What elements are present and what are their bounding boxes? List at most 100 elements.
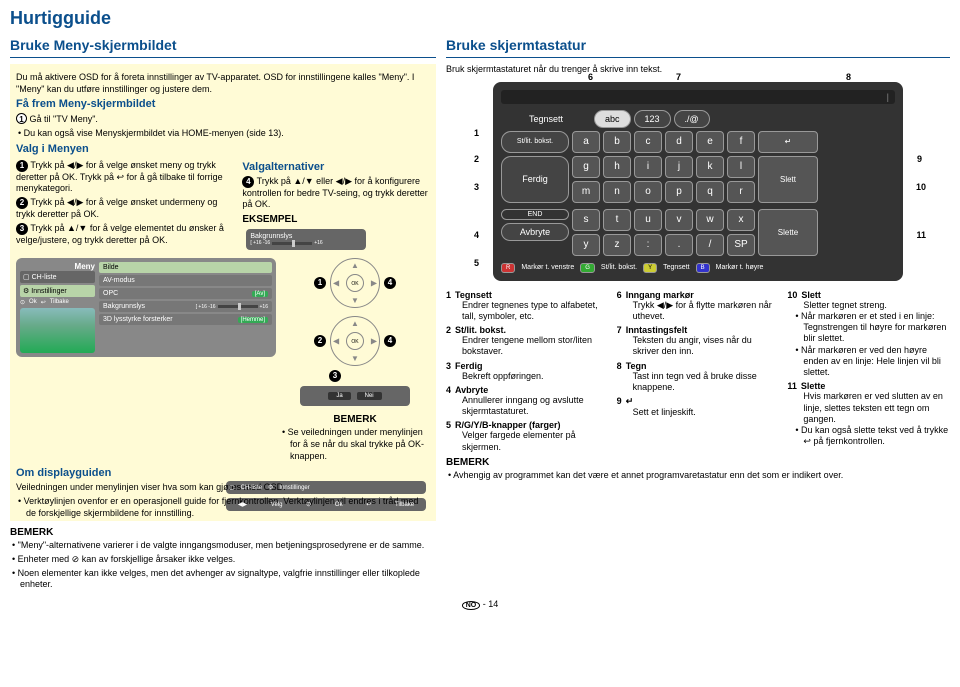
opc: OPC[Av] xyxy=(99,288,272,299)
tv-sidebar: Meny ▢CH-liste ⚙Innstillinger ⊙Ok ↩Tilba… xyxy=(20,262,95,353)
anno-4: 4 xyxy=(474,230,479,240)
foot-b3: • Noen elementer kan ikke velges, men de… xyxy=(20,568,436,591)
key-sp[interactable]: SP xyxy=(727,234,755,256)
key-p[interactable]: p xyxy=(665,181,693,203)
key-m[interactable]: m xyxy=(572,181,600,203)
nei-btn[interactable]: Nei xyxy=(357,392,382,400)
key-l[interactable]: l xyxy=(727,156,755,178)
key-f[interactable]: f xyxy=(727,131,755,153)
kb-avbryte[interactable]: Avbryte xyxy=(501,223,569,241)
kb-ferdig[interactable]: Ferdig xyxy=(501,156,569,203)
valg-1: 1 Trykk på ◀/▶ for å velge ønsket meny o… xyxy=(16,160,236,195)
key-g[interactable]: g xyxy=(572,156,600,178)
key-y[interactable]: y xyxy=(572,234,600,256)
bemerk-right-title: BEMERK xyxy=(446,457,950,468)
legend-y: Y xyxy=(643,263,657,273)
keyboard-area: 6 7 8 1 2 3 4 5 9 10 11 | Tegnsett abc 1… xyxy=(446,82,950,281)
legend-b: B xyxy=(696,263,710,273)
anno-8: 8 xyxy=(846,72,851,82)
3d: 3D lysstyrke forsterker[Hemme] xyxy=(99,314,272,325)
page-footer: NO - 14 xyxy=(0,599,960,610)
key-u[interactable]: u xyxy=(634,209,662,231)
anno-6: 6 xyxy=(588,72,593,82)
key-dot[interactable]: . xyxy=(665,234,693,256)
key-e[interactable]: e xyxy=(696,131,724,153)
key-x[interactable]: x xyxy=(727,209,755,231)
right-section-title: Bruke skjermtastatur xyxy=(446,33,950,58)
key-t[interactable]: t xyxy=(603,209,631,231)
dpad-1: OK▲▼◀▶ xyxy=(330,258,380,308)
ok-hint: Ok xyxy=(29,299,37,306)
key-a[interactable]: a xyxy=(572,131,600,153)
ja-btn[interactable]: Ja xyxy=(328,392,350,400)
kb-stlit[interactable]: St/lit. bokst. xyxy=(501,131,569,153)
om-title: Om displayguiden xyxy=(16,467,430,479)
sidebar-ch: ▢CH-liste xyxy=(20,271,95,283)
key-o[interactable]: o xyxy=(634,181,662,203)
anno-7: 7 xyxy=(676,72,681,82)
menu-label: Meny xyxy=(20,262,95,271)
tv-bilde: Bilde xyxy=(99,262,272,273)
legend-r: R xyxy=(501,263,515,273)
foot-b2: • Enheter med ⊘ kan av forskjellige årsa… xyxy=(20,554,436,566)
key-i[interactable]: i xyxy=(634,156,662,178)
kb-end[interactable]: END xyxy=(501,209,569,220)
anno-10: 10 xyxy=(916,182,926,192)
key-s[interactable]: s xyxy=(572,209,600,231)
tv-thumb xyxy=(20,308,95,353)
key-j[interactable]: j xyxy=(665,156,693,178)
key-k[interactable]: k xyxy=(696,156,724,178)
kb-mode-sym[interactable]: ./@ xyxy=(674,110,710,128)
valg-3: 3 Trykk på ▲/▼ for å velge elementet du … xyxy=(16,223,236,247)
key-w[interactable]: w xyxy=(696,209,724,231)
bakgrunnslys: Bakgrunnslys [ +16 -16+16 xyxy=(99,301,272,312)
key-colon[interactable]: : xyxy=(634,234,662,256)
key-q[interactable]: q xyxy=(696,181,724,203)
page-number: 14 xyxy=(488,599,498,609)
key-r[interactable]: r xyxy=(727,181,755,203)
fa-frem-title: Få frem Meny-skjermbildet xyxy=(16,98,430,110)
bg-slider-box: Bakgrunnslys [ +16 -16+16 xyxy=(246,229,366,250)
tv-menu-row: Meny ▢CH-liste ⚙Innstillinger ⊙Ok ↩Tilba… xyxy=(16,254,430,464)
intro-text: Du må aktivere OSD for å foreta innstill… xyxy=(16,72,430,95)
valgalt-title: Valgalternativer xyxy=(242,161,430,173)
lang-badge: NO xyxy=(462,601,481,610)
kb-mode-123[interactable]: 123 xyxy=(634,110,671,128)
key-v[interactable]: v xyxy=(665,209,693,231)
kb-slette[interactable]: Slette xyxy=(758,209,818,256)
anno-1: 1 xyxy=(474,128,479,138)
definitions: 1 TegnsettEndrer tegnenes type to alfabe… xyxy=(446,287,950,453)
anno-2: 2 xyxy=(474,154,479,164)
key-c[interactable]: c xyxy=(634,131,662,153)
right-column: Bruke skjermtastatur Bruk skjermtastatur… xyxy=(446,33,950,593)
on-screen-keyboard: | Tegnsett abc 123 ./@ St/lit. bokst. a … xyxy=(493,82,903,281)
bm-left-1: • Se veiledningen under menylinjen for å… xyxy=(290,427,430,462)
valg-4: 4 Trykk på ▲/▼ eller ◀/▶ for å konfigure… xyxy=(242,176,430,211)
step-1b: • Du kan også vise Menyskjermbildet via … xyxy=(26,128,430,140)
key-d[interactable]: d xyxy=(665,131,693,153)
left-yellow-box: Du må aktivere OSD for å foreta innstill… xyxy=(10,64,436,521)
kb-tegnsett-label: Tegnsett xyxy=(501,110,591,128)
av-modus: AV-modus xyxy=(99,275,272,286)
key-enter[interactable]: ↵ xyxy=(758,131,818,153)
kb-mode-abc[interactable]: abc xyxy=(594,110,631,128)
key-b[interactable]: b xyxy=(603,131,631,153)
back-hint: Tilbake xyxy=(50,299,69,306)
anno-11: 11 xyxy=(916,230,926,240)
tv-main: Bilde AV-modus OPC[Av] Bakgrunnslys [ +1… xyxy=(99,262,272,353)
left-column: Bruke Meny-skjermbildet Du må aktivere O… xyxy=(10,33,436,593)
anno-5: 5 xyxy=(474,258,479,268)
tv-menu: Meny ▢CH-liste ⚙Innstillinger ⊙Ok ↩Tilba… xyxy=(16,258,276,357)
step-1a: 1 Gå til "TV Meny". xyxy=(16,113,430,126)
kb-slett[interactable]: Slett xyxy=(758,156,818,203)
ja-nei-dialog: Ja Nei xyxy=(300,386,410,406)
anno-9: 9 xyxy=(917,154,922,164)
sidebar-innst: ⚙Innstillinger xyxy=(20,285,95,297)
key-h[interactable]: h xyxy=(603,156,631,178)
kb-legend: RMarkør t. venstre GSt/lit. bokst. YTegn… xyxy=(501,263,895,273)
key-n[interactable]: n xyxy=(603,181,631,203)
key-slash[interactable]: / xyxy=(696,234,724,256)
page-title: Hurtigguide xyxy=(0,0,960,33)
key-z[interactable]: z xyxy=(603,234,631,256)
bg-slider-label: Bakgrunnslys xyxy=(250,233,362,240)
